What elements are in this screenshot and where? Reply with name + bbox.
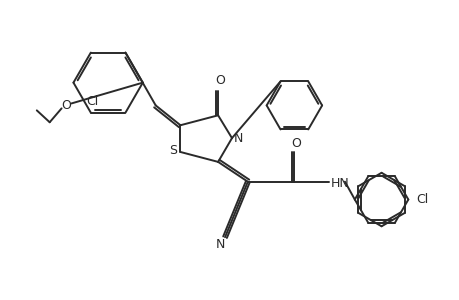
Text: O: O [215, 74, 224, 87]
Text: N: N [234, 132, 243, 145]
Text: O: O [62, 99, 71, 112]
Text: N: N [215, 238, 224, 250]
Text: O: O [291, 136, 301, 150]
Text: Cl: Cl [86, 95, 99, 108]
Text: HN: HN [330, 177, 349, 190]
Text: S: S [169, 143, 177, 157]
Text: Cl: Cl [415, 193, 427, 206]
